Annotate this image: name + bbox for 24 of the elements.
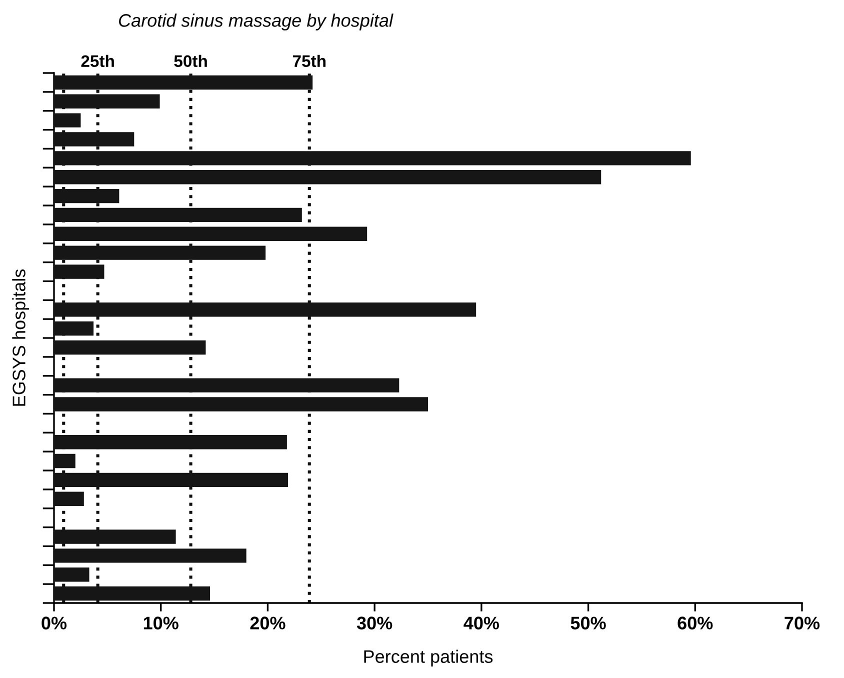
x-tick-label: 50% <box>570 616 606 630</box>
bar <box>54 170 602 184</box>
x-tick-label: 0% <box>42 616 67 630</box>
chart-title: Carotid sinus massage by hospital <box>118 14 394 30</box>
bar <box>54 226 368 241</box>
y-axis-title: EGSYS hospitals <box>12 269 29 406</box>
x-tick-label: 70% <box>784 616 820 630</box>
bar <box>54 340 206 355</box>
bar <box>54 492 84 506</box>
bar <box>54 548 246 563</box>
x-tick-label: 60% <box>678 616 713 630</box>
bar <box>54 113 81 128</box>
bar <box>54 568 90 582</box>
x-tick-label: 10% <box>144 616 178 630</box>
ref-line-label: 75th <box>292 54 326 68</box>
bar <box>54 397 428 412</box>
bar <box>54 435 287 450</box>
x-tick-label: 30% <box>356 616 392 630</box>
x-axis-title: Percent patients <box>364 650 493 667</box>
x-tick-label: 40% <box>464 616 500 630</box>
x-tick-label: 20% <box>250 616 286 630</box>
ref-line-label: 50th <box>174 54 207 68</box>
bar <box>54 454 76 468</box>
ref-line-label: 25th <box>81 54 114 68</box>
